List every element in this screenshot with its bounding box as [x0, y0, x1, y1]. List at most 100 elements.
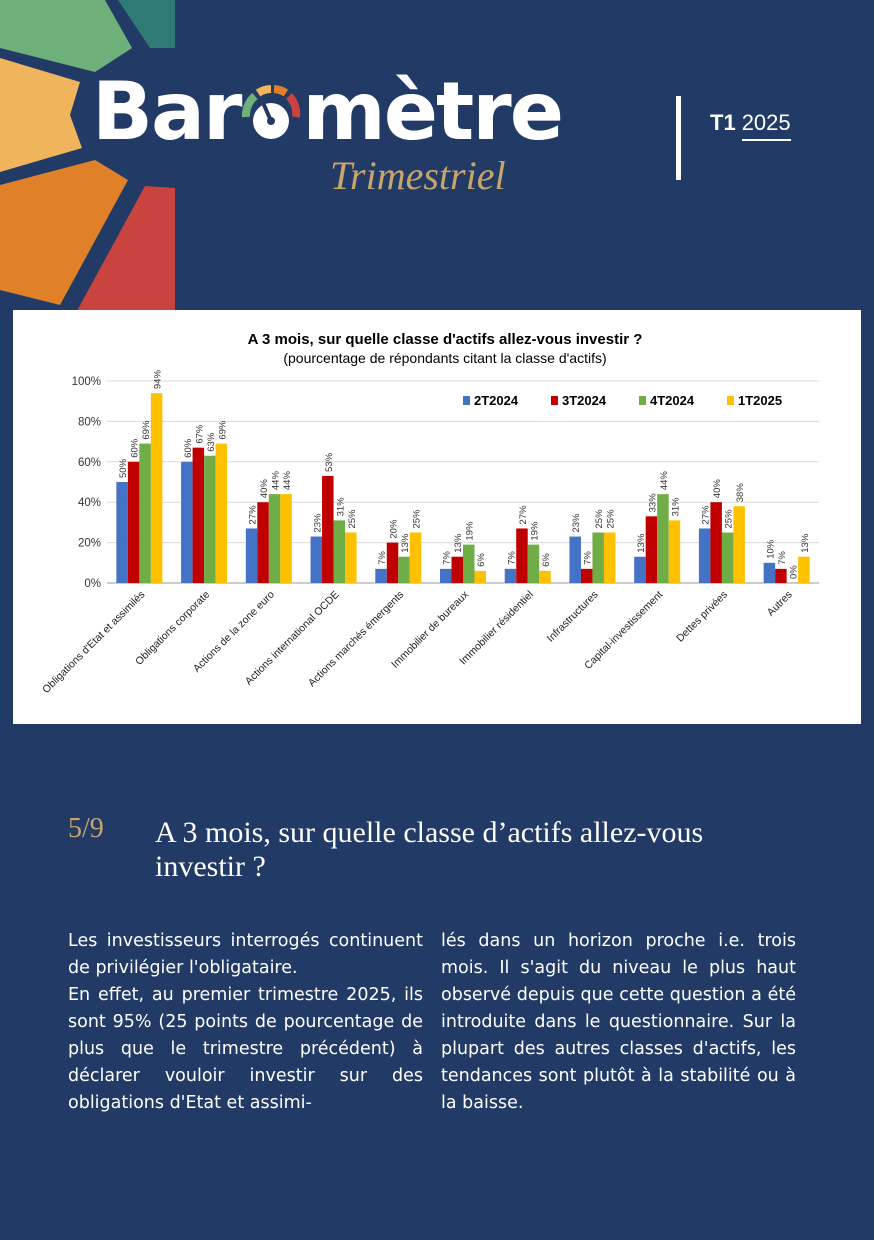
data-label: 7%	[442, 551, 453, 565]
body-paragraph-1: Les investisseurs interrogés continuent …	[68, 931, 423, 978]
legend-swatch	[551, 396, 558, 405]
chart-plot-area: 0%20%40%60%80%100%50%60%69%94%Obligation…	[40, 370, 819, 696]
y-tick-label: 20%	[78, 538, 101, 550]
data-label: 7%	[777, 551, 788, 565]
data-label: 10%	[765, 539, 776, 559]
data-label: 31%	[335, 497, 346, 517]
y-tick-label: 100%	[72, 376, 101, 388]
data-label: 53%	[324, 452, 335, 472]
bar	[375, 568, 387, 583]
period-year: 2025	[741, 110, 791, 141]
data-label: 27%	[701, 505, 712, 525]
bar	[215, 443, 228, 583]
y-tick-label: 80%	[78, 416, 101, 428]
legend-swatch	[727, 396, 734, 405]
bar	[569, 536, 581, 583]
bar	[668, 520, 681, 583]
data-label: 7%	[583, 551, 594, 565]
bar	[539, 570, 551, 583]
data-label: 6%	[476, 553, 487, 567]
bar	[451, 556, 463, 583]
bar	[310, 536, 323, 583]
bar	[504, 568, 517, 583]
legend-label: 4T2024	[650, 393, 695, 408]
bar-chart: A 3 mois, sur quelle classe d'actifs all…	[40, 331, 819, 696]
section-heading: A 3 mois, sur quelle classe d’actifs all…	[155, 816, 704, 883]
data-label: 94%	[153, 370, 164, 390]
bar	[116, 482, 128, 583]
data-label: 6%	[541, 553, 552, 567]
brand-subtitle: Trimestriel	[330, 153, 506, 198]
data-label: 44%	[659, 471, 670, 491]
data-label: 27%	[248, 505, 259, 525]
bar	[204, 455, 216, 583]
chart-title: A 3 mois, sur quelle classe d'actifs all…	[248, 331, 643, 348]
x-tick-label: Obligations d'Etat et assimilés	[40, 589, 147, 696]
x-tick-label: Infrastructures	[545, 589, 601, 645]
data-label: 50%	[118, 458, 129, 478]
data-label: 7%	[377, 551, 388, 565]
gauge-icon	[242, 85, 301, 139]
bar	[245, 528, 258, 583]
data-label: 60%	[130, 438, 141, 458]
body-column-right: lés dans un horizon proche i.e. trois mo…	[441, 928, 796, 1117]
bar	[775, 568, 787, 583]
legend-label: 3T2024	[562, 393, 607, 408]
data-label: 27%	[518, 505, 529, 525]
fan-segment-red	[72, 186, 175, 320]
y-tick-label: 40%	[78, 497, 101, 509]
data-label: 13%	[453, 533, 464, 553]
bar	[386, 542, 399, 583]
x-tick-label: Dettes privées	[674, 589, 730, 645]
x-tick-label: Immobilier résidentiel	[457, 589, 536, 668]
data-label: 25%	[347, 509, 358, 529]
bar	[763, 562, 776, 583]
data-label: 20%	[389, 519, 400, 539]
bar	[580, 568, 593, 583]
header-divider	[676, 96, 681, 180]
bar	[268, 494, 281, 583]
bar	[798, 556, 810, 583]
fan-segment-orange	[0, 160, 128, 305]
bar	[733, 506, 745, 583]
bar	[409, 532, 422, 583]
bar	[398, 556, 410, 583]
legend-swatch	[639, 396, 646, 405]
data-label: 60%	[183, 438, 194, 458]
bar	[333, 520, 346, 583]
data-label: 44%	[271, 471, 282, 491]
brand-title: Bar mètre	[92, 72, 564, 152]
bar	[192, 447, 205, 583]
data-label: 13%	[636, 533, 647, 553]
bar	[440, 568, 452, 583]
bar	[322, 475, 334, 583]
data-label: 0%	[788, 565, 799, 579]
data-label: 33%	[647, 493, 658, 513]
data-label: 67%	[194, 424, 205, 444]
bar	[150, 393, 163, 583]
period-quarter: T1	[710, 110, 736, 135]
data-label: 40%	[259, 479, 270, 499]
data-label: 44%	[282, 471, 293, 491]
fan-segment-green	[0, 0, 132, 72]
bar	[345, 532, 357, 583]
period-label: T1 2025	[710, 110, 791, 141]
bar	[127, 461, 140, 583]
data-label: 69%	[217, 420, 228, 440]
data-label: 13%	[400, 533, 411, 553]
data-label: 25%	[412, 509, 423, 529]
data-label: 13%	[800, 533, 811, 553]
brand-title-start: Bar	[92, 65, 242, 158]
x-tick-label: Autres	[765, 589, 795, 619]
bar	[592, 532, 604, 583]
data-label: 23%	[571, 513, 582, 533]
data-label: 38%	[735, 483, 746, 503]
data-label: 7%	[506, 551, 517, 565]
bar	[527, 544, 540, 583]
chart-subtitle: (pourcentage de répondants citant la cla…	[283, 350, 606, 366]
body-column-left: Les investisseurs interrogés continuent …	[68, 928, 423, 1117]
bar	[257, 502, 269, 583]
data-label: 63%	[206, 432, 217, 452]
fan-segment-teal	[118, 0, 175, 48]
page-number: 5/9	[68, 813, 104, 844]
